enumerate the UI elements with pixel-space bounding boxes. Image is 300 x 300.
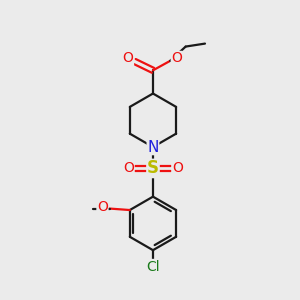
Text: O: O <box>171 52 182 65</box>
Text: O: O <box>172 161 183 176</box>
Text: O: O <box>123 161 134 176</box>
Text: Cl: Cl <box>146 260 160 274</box>
Text: S: S <box>147 159 159 177</box>
Text: O: O <box>97 200 108 214</box>
Text: N: N <box>147 140 159 154</box>
Text: O: O <box>123 52 134 65</box>
